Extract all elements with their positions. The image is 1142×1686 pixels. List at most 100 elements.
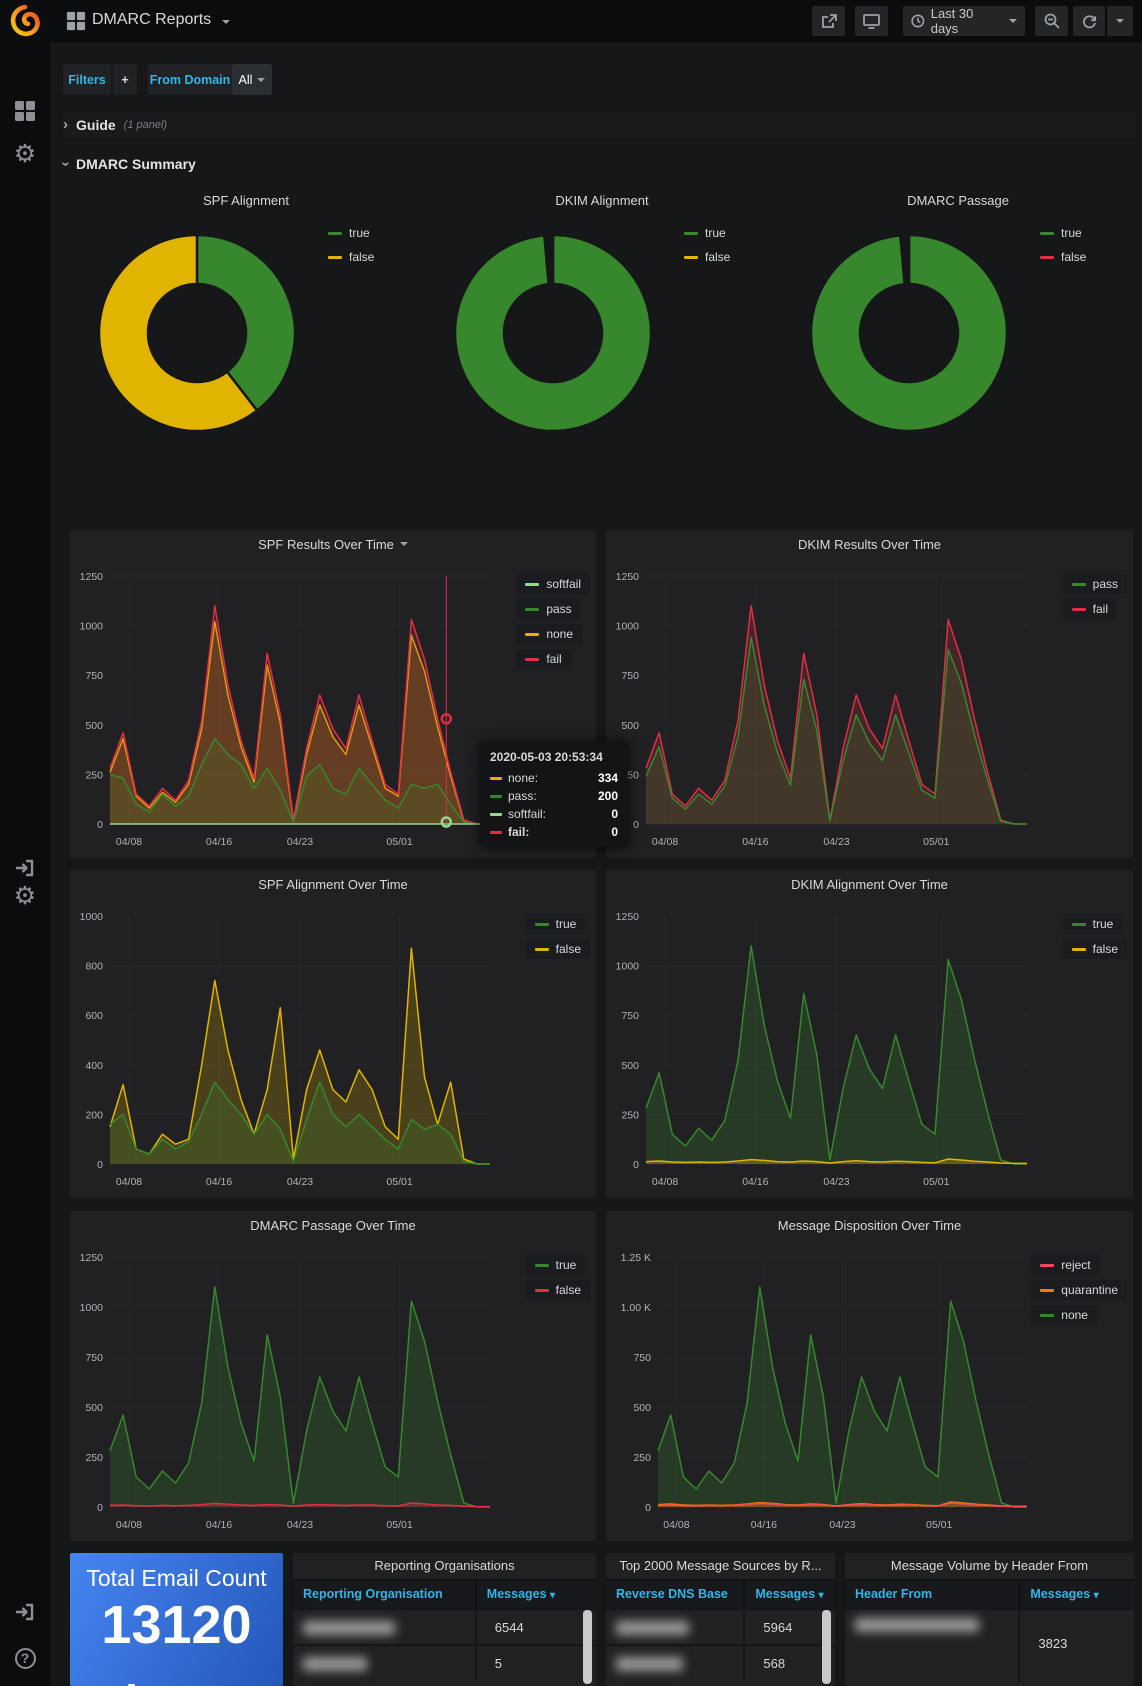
dkim-alignment-chart[interactable]: 1250 1000 750 500 250 0 04/08 04/16 04/23 05/01 [606, 900, 1033, 1199]
svg-text:500: 500 [621, 720, 639, 732]
legend-item-none[interactable]: none [1031, 1305, 1097, 1325]
stat-title: Total Email Count [86, 1565, 267, 1591]
panel-title[interactable]: DKIM Results Over Time [797, 536, 942, 552]
legend-label: false [1092, 942, 1118, 956]
dkim-alignment-donut[interactable] [450, 230, 656, 436]
table-row[interactable]: 5 [293, 1644, 596, 1680]
panel-title[interactable]: DKIM Alignment Over Time [791, 876, 948, 892]
table-row[interactable]: 568 [606, 1644, 835, 1680]
svg-text:04/23: 04/23 [823, 836, 849, 848]
zoom-out-button[interactable] [1035, 6, 1068, 36]
svg-text:200: 200 [85, 1109, 103, 1121]
row-dmarc-summary[interactable]: › DMARC Summary [58, 151, 1134, 177]
stat-partial-element [128, 1684, 135, 1686]
svg-text:04/08: 04/08 [663, 1519, 689, 1531]
svg-text:1.25 K: 1.25 K [621, 1252, 651, 1264]
legend-item-true[interactable]: true [328, 224, 374, 242]
dmarc-passage-donut[interactable] [806, 230, 1012, 436]
panel-title[interactable]: Message Disposition Over Time [777, 1217, 962, 1233]
column-header-messages[interactable]: Messages ▾ [743, 1581, 835, 1608]
stat-value: 13120 [101, 1595, 252, 1655]
panel-title[interactable]: SPF Alignment [203, 192, 289, 208]
dashboard-title[interactable]: DMARC Reports [92, 11, 212, 28]
legend-item-false[interactable]: false [1062, 939, 1127, 959]
column-header-headerfrom-name[interactable]: Header From [855, 1587, 933, 1601]
legend-item-none[interactable]: none [516, 624, 583, 644]
legend-swatch [534, 1263, 549, 1267]
legend-item-softfail[interactable]: softfail [516, 574, 590, 594]
table-title[interactable]: Reporting Organisations [374, 1558, 515, 1573]
spf-alignment-donut[interactable] [94, 230, 300, 436]
legend-item-false[interactable]: false [684, 248, 730, 266]
admin-gear-icon[interactable]: ⚙ [13, 882, 37, 910]
table-title[interactable]: Message Volume by Header From [890, 1558, 1089, 1573]
table-title[interactable]: Top 2000 Message Sources by R... [619, 1558, 822, 1573]
legend-item-reject[interactable]: reject [1031, 1255, 1100, 1275]
configuration-gear-icon[interactable]: ⚙ [13, 140, 37, 168]
legend-item-false[interactable]: false [525, 1280, 590, 1300]
legend-item-true[interactable]: true [1040, 224, 1086, 242]
help-icon[interactable]: ? [0, 1648, 50, 1669]
grafana-logo-icon[interactable] [7, 4, 43, 40]
table-scrollbar[interactable] [822, 1610, 831, 1684]
legend-item-false[interactable]: false [1040, 248, 1086, 266]
legend-swatch [534, 947, 549, 951]
filters-button[interactable]: Filters [63, 64, 111, 95]
dmarc-passage-chart[interactable]: 1250 1000 750 500 250 0 04/08 04/16 04/23 05/01 [70, 1241, 496, 1542]
dashboards-icon[interactable] [0, 100, 50, 127]
legend-item-fail[interactable]: fail [516, 649, 571, 669]
refresh-interval-caret-button[interactable] [1107, 6, 1133, 36]
add-filter-button[interactable]: + [113, 64, 137, 95]
svg-text:04/16: 04/16 [742, 836, 768, 848]
donut-slice-true[interactable] [195, 233, 297, 413]
panel-title[interactable]: SPF Alignment Over Time [258, 876, 408, 892]
time-range-button[interactable]: Last 30 days [903, 6, 1025, 36]
legend-item-pass[interactable]: pass [516, 599, 581, 619]
legend-item-quarantine[interactable]: quarantine [1031, 1280, 1127, 1300]
dmarc-passage-ts-legend: true false [525, 1255, 590, 1300]
table-row[interactable]: 6544 [293, 1608, 596, 1644]
panel-title[interactable]: DMARC Passage Over Time [250, 1217, 416, 1233]
msg-disposition-chart[interactable]: 1.25 K 1.00 K 750 500 250 0 04/08 04/16 04/23 05/… [606, 1241, 1033, 1542]
legend-label: pass [546, 602, 572, 616]
legend-item-pass[interactable]: pass [1062, 574, 1127, 594]
refresh-button[interactable] [1073, 6, 1105, 36]
from-domain-select[interactable]: All [232, 64, 272, 95]
legend-swatch [1040, 231, 1054, 235]
tv-mode-button[interactable] [855, 6, 888, 36]
panel-title[interactable]: SPF Results Over Time [70, 530, 596, 558]
donut-slice-true[interactable] [809, 233, 1009, 433]
spf-alignment-chart[interactable]: 1000 800 600 400 200 0 04/08 04/16 04/23 05/01 [70, 900, 496, 1199]
table-row[interactable]: 5964 [606, 1608, 835, 1644]
dkim-results-chart[interactable]: 1250 1000 750 500 250 0 04/08 04/16 04/23 05/01 [606, 560, 1033, 859]
donut-slice-false[interactable] [543, 233, 555, 286]
sign-in-icon-bottom[interactable] [0, 1601, 50, 1628]
panel-title[interactable]: DMARC Passage [907, 192, 1009, 208]
panel-title[interactable]: DKIM Alignment [555, 192, 649, 208]
legend-item-true[interactable]: true [1062, 914, 1123, 934]
legend-item-false[interactable]: false [525, 939, 590, 959]
column-header-reporting-name[interactable]: Reporting Organisation [303, 1587, 443, 1601]
donut-slice-false[interactable] [899, 233, 911, 286]
column-header-messages[interactable]: Messages ▾ [474, 1581, 596, 1608]
legend-item-true[interactable]: true [684, 224, 730, 242]
row-guide[interactable]: › Guide (1 panel) [63, 112, 1134, 138]
table-row[interactable]: 3823 [845, 1608, 1134, 1682]
svg-text:05/01: 05/01 [923, 836, 949, 848]
legend-item-true[interactable]: true [525, 914, 586, 934]
legend-item-false[interactable]: false [328, 248, 374, 266]
column-header-messages[interactable]: Messages ▾ [1018, 1581, 1134, 1608]
donut-slice-false[interactable] [97, 233, 259, 433]
sign-in-icon[interactable] [0, 857, 50, 884]
share-button[interactable] [812, 6, 845, 36]
donut-slice-true[interactable] [453, 233, 653, 433]
legend-item-true[interactable]: true [525, 1255, 586, 1275]
legend-item-fail[interactable]: fail [1062, 599, 1117, 619]
dmarc-passage-legend: true false [1040, 224, 1086, 266]
table-scrollbar[interactable] [583, 1610, 592, 1684]
column-header-top2000-name[interactable]: Reverse DNS Base [616, 1587, 728, 1601]
spf-results-chart[interactable]: 1250 1000 750 500 250 0 04/08 04/16 04/23 05/01 [70, 560, 496, 859]
dashboard-title-caret-icon[interactable] [222, 20, 230, 24]
legend-label: fail [546, 652, 562, 666]
